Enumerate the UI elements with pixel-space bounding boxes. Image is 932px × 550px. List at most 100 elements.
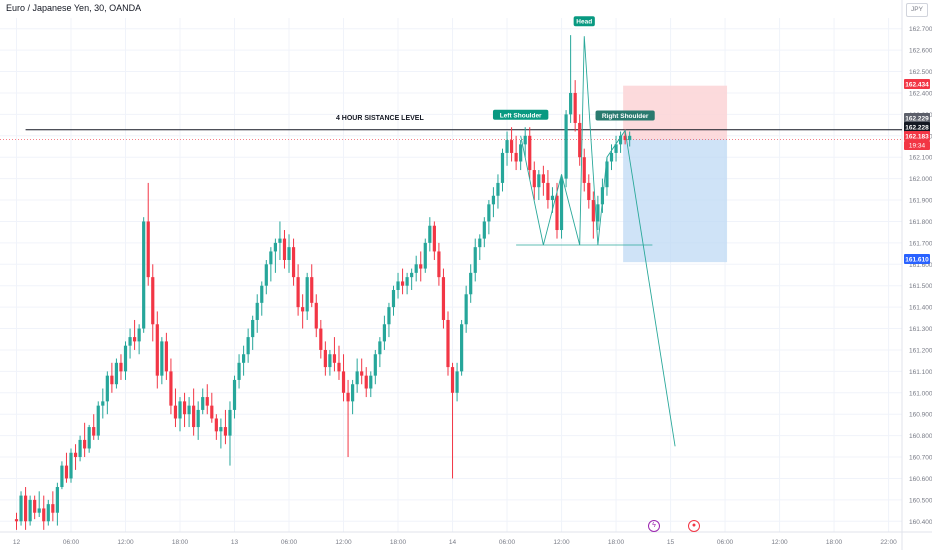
candle-body xyxy=(255,302,259,320)
candle-body xyxy=(105,375,109,402)
time-tick-label: 06:00 xyxy=(63,539,80,546)
price-tick-label: 162.600 xyxy=(909,48,932,55)
price-badge xyxy=(904,113,930,123)
symbol-title: Euro / Japanese Yen, 30, OANDA xyxy=(6,3,142,13)
candle-body xyxy=(450,367,455,393)
time-tick-label: 22:00 xyxy=(880,539,897,546)
candle-body xyxy=(605,161,609,188)
time-tick-label: 18:00 xyxy=(172,539,189,546)
candle-body xyxy=(64,465,69,479)
candle-body xyxy=(387,307,391,325)
candle-body xyxy=(464,294,468,325)
candle-body xyxy=(346,392,350,402)
candle-body xyxy=(337,362,341,372)
price-tick-label: 161.400 xyxy=(909,305,932,312)
candle-body xyxy=(410,272,414,278)
candle-body xyxy=(182,401,187,415)
price-tick-label: 161.800 xyxy=(909,219,932,226)
price-badge-label: 162.183 xyxy=(905,133,929,140)
candle-body xyxy=(51,504,55,513)
candle-body xyxy=(432,225,436,252)
candle-body xyxy=(69,452,73,479)
candle-body xyxy=(110,375,114,385)
candle-body xyxy=(78,439,82,458)
resistance-label: 4 HOUR SISTANCE LEVEL xyxy=(336,115,424,122)
time-tick-label: 12:00 xyxy=(117,539,134,546)
candle-body xyxy=(528,135,532,171)
candle-body xyxy=(550,195,555,201)
candle-body xyxy=(591,200,595,222)
candle-body xyxy=(114,362,119,385)
time-tick-label: 06:00 xyxy=(499,539,516,546)
price-tick-label: 160.700 xyxy=(909,455,932,462)
candle-body xyxy=(400,281,405,286)
price-tick-label: 161.200 xyxy=(909,347,932,354)
candle-body xyxy=(164,341,168,372)
candle-body xyxy=(578,122,582,158)
candle-body xyxy=(210,405,214,419)
price-tick-label: 162.100 xyxy=(909,155,932,162)
pattern-label-box xyxy=(492,109,549,120)
candle-body xyxy=(187,405,191,415)
candle-body xyxy=(151,277,155,325)
candle-body xyxy=(264,264,268,286)
candle-body xyxy=(192,405,196,428)
countdown-badge xyxy=(904,141,930,150)
currency-button[interactable]: JPY xyxy=(906,3,928,17)
candle-body xyxy=(369,375,373,389)
candle-body xyxy=(364,375,368,389)
candle-body xyxy=(37,508,41,513)
candle-body xyxy=(269,251,273,265)
candle-body xyxy=(310,277,314,303)
candle-body xyxy=(555,195,559,231)
candle-body xyxy=(460,324,464,372)
price-tick-label: 160.400 xyxy=(909,519,932,526)
pattern-label-box xyxy=(595,110,655,121)
candle-body xyxy=(23,495,28,522)
pattern-label-box xyxy=(573,16,595,27)
candle-body xyxy=(291,247,296,278)
pattern-label: Head xyxy=(576,19,592,26)
time-tick-label: 12:00 xyxy=(335,539,352,546)
candle-body xyxy=(119,362,123,372)
price-badge xyxy=(904,254,930,264)
candle-body xyxy=(541,174,545,183)
candle-body xyxy=(160,341,164,376)
candle-body xyxy=(132,337,137,342)
time-tick-label: 12 xyxy=(13,539,21,546)
price-tick-label: 162.700 xyxy=(909,26,932,33)
price-tick-label: 161.900 xyxy=(909,198,932,205)
lightning-icon[interactable]: ϟ xyxy=(648,520,660,532)
price-tick-label: 162.400 xyxy=(909,90,932,97)
price-tick-label: 160.800 xyxy=(909,433,932,440)
candle-body xyxy=(491,195,496,205)
candle-body xyxy=(55,487,59,513)
candle-body xyxy=(246,337,250,355)
price-badge xyxy=(904,79,930,89)
candle-body xyxy=(305,277,309,312)
price-badge-label: 161.610 xyxy=(905,256,929,263)
candle-body xyxy=(173,405,178,419)
candle-body xyxy=(569,92,573,115)
candle-body xyxy=(423,242,427,269)
candle-body xyxy=(441,277,446,320)
price-tick-label: 161.000 xyxy=(909,390,932,397)
candle-body xyxy=(487,204,491,222)
candle-body xyxy=(537,174,541,188)
candle-body xyxy=(201,397,205,410)
candle-body xyxy=(92,427,96,436)
candle-body xyxy=(278,238,282,243)
candle-body xyxy=(323,349,327,368)
time-tick-label: 18:00 xyxy=(390,539,407,546)
candle-body xyxy=(391,289,396,308)
candle-body xyxy=(101,401,105,406)
take-profit-zone xyxy=(623,139,728,263)
time-tick-label: 06:00 xyxy=(281,539,298,546)
candle-body xyxy=(328,354,332,368)
candle-body xyxy=(582,157,586,183)
candle-body xyxy=(73,452,78,458)
record-icon[interactable]: ● xyxy=(688,520,700,532)
candle-body xyxy=(228,409,232,436)
